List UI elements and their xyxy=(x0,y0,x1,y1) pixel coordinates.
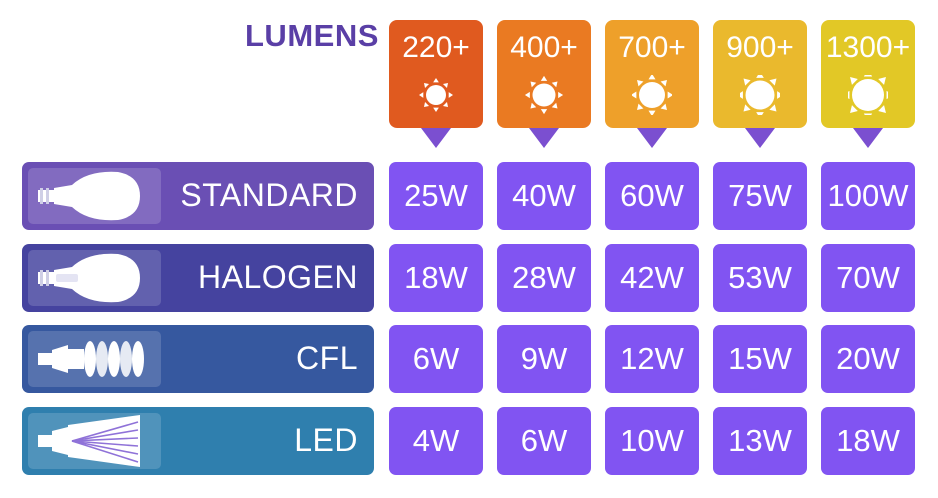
bulb-type-row-label: HALOGEN xyxy=(22,244,374,312)
lumen-column-header: 400+ xyxy=(497,20,591,128)
column-pointer-triangle xyxy=(853,128,883,148)
lumen-value: 400+ xyxy=(510,31,578,64)
bulb-icon-box xyxy=(28,413,161,469)
halogen-bulb-icon xyxy=(38,253,140,303)
wattage-cell: 75W xyxy=(713,162,807,230)
lumen-value: 1300+ xyxy=(825,31,911,64)
sun-icon xyxy=(740,75,780,115)
wattage-cell: 28W xyxy=(497,244,591,312)
lumens-title: LUMENS xyxy=(245,18,379,53)
bulb-type-name: LED xyxy=(294,422,358,458)
lumen-value: 220+ xyxy=(402,31,470,64)
bulb-type-row-label: STANDARD xyxy=(22,162,374,230)
lumen-column-header: 900+ xyxy=(713,20,807,128)
wattage-cell: 4W xyxy=(389,407,483,475)
column-pointer-triangle xyxy=(421,128,451,148)
sun-icon xyxy=(848,75,888,115)
led-bulb-icon xyxy=(38,415,140,467)
wattage-cell: 42W xyxy=(605,244,699,312)
wattage-cell: 20W xyxy=(821,325,915,393)
sun-icon xyxy=(632,75,672,115)
bulb-icon-box xyxy=(28,168,161,224)
wattage-cell: 25W xyxy=(389,162,483,230)
wattage-cell: 70W xyxy=(821,244,915,312)
wattage-cell: 12W xyxy=(605,325,699,393)
bulb-icon-box xyxy=(28,250,161,306)
wattage-cell: 13W xyxy=(713,407,807,475)
wattage-cell: 9W xyxy=(497,325,591,393)
bulb-icon-box xyxy=(28,331,161,387)
lumen-column-header: 220+ xyxy=(389,20,483,128)
column-pointer-triangle xyxy=(637,128,667,148)
wattage-cell: 40W xyxy=(497,162,591,230)
bulb-type-name: STANDARD xyxy=(180,177,358,213)
wattage-cell: 6W xyxy=(389,325,483,393)
lumen-value: 900+ xyxy=(726,31,794,64)
bulb-type-name: CFL xyxy=(296,340,358,376)
sun-icon xyxy=(419,78,453,112)
wattage-cell: 18W xyxy=(389,244,483,312)
cfl-bulb-icon xyxy=(38,341,144,377)
wattage-cell: 60W xyxy=(605,162,699,230)
lumen-column-header: 1300+ xyxy=(821,20,915,128)
wattage-cell: 10W xyxy=(605,407,699,475)
wattage-cell: 53W xyxy=(713,244,807,312)
lumen-column-header: 700+ xyxy=(605,20,699,128)
wattage-cell: 6W xyxy=(497,407,591,475)
wattage-cell: 15W xyxy=(713,325,807,393)
bulb-type-row-label: LED xyxy=(22,407,374,475)
wattage-cell: 100W xyxy=(821,162,915,230)
bulb-type-row-label: CFL xyxy=(22,325,374,393)
lumen-value: 700+ xyxy=(618,31,686,64)
wattage-cell: 18W xyxy=(821,407,915,475)
bulb-type-name: HALOGEN xyxy=(198,259,358,295)
column-pointer-triangle xyxy=(745,128,775,148)
incandescent-bulb-icon xyxy=(38,171,140,221)
sun-icon xyxy=(524,75,564,115)
column-pointer-triangle xyxy=(529,128,559,148)
